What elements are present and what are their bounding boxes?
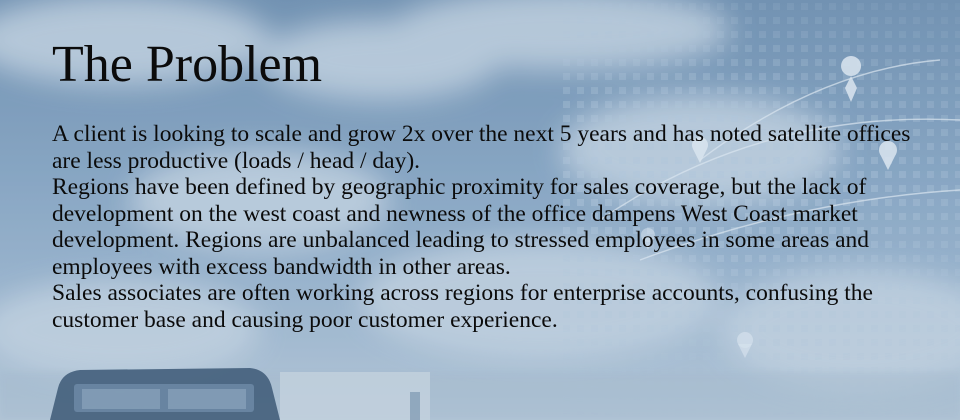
location-pin-icons bbox=[641, 56, 897, 358]
truck-image bbox=[0, 368, 960, 420]
paragraph-sales-associates: Sales associates are often working acros… bbox=[52, 280, 873, 333]
slide-title: The Problem bbox=[52, 36, 323, 93]
paragraph-growth: A client is looking to scale and grow 2x… bbox=[52, 121, 911, 174]
connection-arcs bbox=[599, 59, 960, 261]
paragraph-regions: Regions have been defined by geographic … bbox=[52, 174, 870, 280]
problem-description: A client is looking to scale and grow 2x… bbox=[52, 121, 932, 333]
world-map-dots bbox=[560, 0, 960, 420]
